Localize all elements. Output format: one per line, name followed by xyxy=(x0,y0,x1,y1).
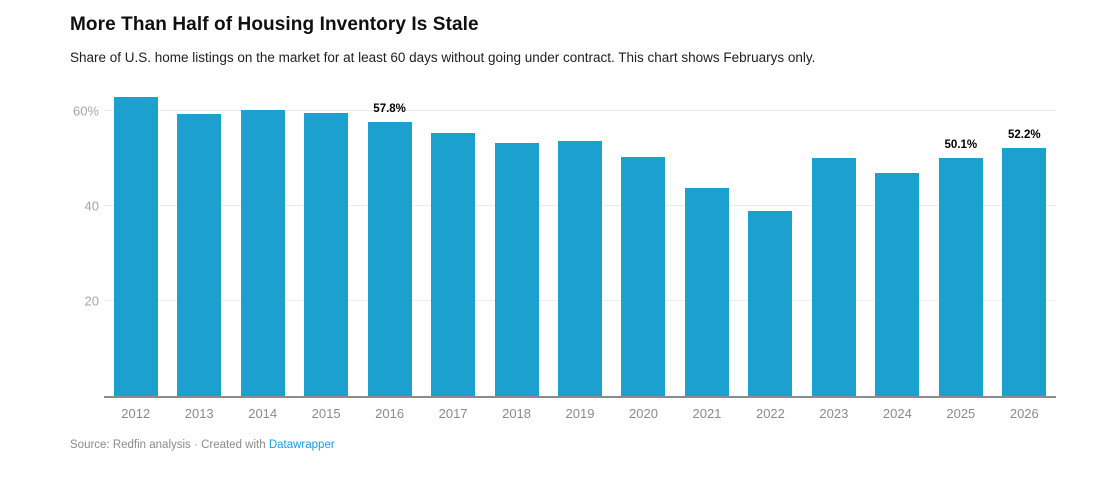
source-text: Source: Redfin analysis xyxy=(70,439,191,451)
bar-value-label-2026: 52.2% xyxy=(1007,129,1041,142)
footer-separator: · xyxy=(194,439,198,451)
bar-value-label-2025: 50.1% xyxy=(944,139,978,152)
bar-column-2021: 2021 xyxy=(675,90,738,421)
bars-container: 2012 2013 2014 2015 57.8% 2016 2017 2018 2019 202… xyxy=(104,90,1056,421)
bar-column-2013: 2013 xyxy=(167,90,230,421)
gridline-60 xyxy=(104,110,1056,112)
bar-2021 xyxy=(684,188,729,396)
bar-2017 xyxy=(431,132,476,396)
x-tick-label-2019: 2019 xyxy=(565,406,595,421)
y-tick-label-40: 40 xyxy=(84,198,99,214)
x-tick-label-2025: 2025 xyxy=(946,406,976,421)
x-tick-label-2017: 2017 xyxy=(438,406,468,421)
x-tick-label-2016: 2016 xyxy=(375,406,405,421)
bar-column-2022: 2022 xyxy=(739,90,802,421)
x-tick-label-2014: 2014 xyxy=(248,406,278,421)
bar-column-2018: 2018 xyxy=(485,90,548,421)
chart-footer: Source: Redfin analysis · Created with D… xyxy=(70,439,335,451)
x-tick-label-2015: 2015 xyxy=(311,406,341,421)
chart-subtitle: Share of U.S. home listings on the marke… xyxy=(70,50,816,65)
x-tick-label-2022: 2022 xyxy=(755,406,785,421)
bar-column-2015: 2015 xyxy=(294,90,357,421)
bar-2016 xyxy=(367,121,412,396)
bar-2013 xyxy=(177,113,222,396)
bar-2019 xyxy=(558,140,603,396)
bar-column-2026: 52.2% 2026 xyxy=(993,90,1056,421)
bar-2015 xyxy=(304,112,349,396)
bar-2024 xyxy=(875,173,920,396)
bar-value-label-2016: 57.8% xyxy=(373,102,406,115)
x-tick-label-2018: 2018 xyxy=(502,406,532,421)
datawrapper-link[interactable]: Datawrapper xyxy=(268,439,335,451)
bar-2022 xyxy=(748,210,793,396)
x-tick-label-2020: 2020 xyxy=(629,406,658,421)
bar-column-2023: 2023 xyxy=(802,90,865,421)
bar-column-2025: 50.1% 2025 xyxy=(929,90,992,421)
bar-column-2017: 2017 xyxy=(421,90,484,421)
bar-2020 xyxy=(621,156,666,396)
bar-2023 xyxy=(811,157,856,396)
bar-2012 xyxy=(113,96,158,396)
bar-column-2016: 57.8% 2016 xyxy=(358,90,421,421)
x-tick-label-2012: 2012 xyxy=(121,406,151,421)
bar-2018 xyxy=(494,143,539,396)
x-tick-label-2013: 2013 xyxy=(184,406,214,421)
x-tick-label-2023: 2023 xyxy=(819,406,849,421)
y-tick-label-20: 20 xyxy=(84,293,99,309)
x-tick-label-2024: 2024 xyxy=(882,406,912,421)
x-tick-label-2026: 2026 xyxy=(1009,406,1039,421)
bar-column-2014: 2014 xyxy=(231,90,294,421)
bar-2026 xyxy=(1002,148,1047,396)
y-tick-label-60: 60% xyxy=(72,103,99,119)
bar-column-2024: 2024 xyxy=(866,90,929,421)
bar-2025 xyxy=(938,158,983,396)
created-with-text: Created with xyxy=(201,439,266,451)
bar-column-2019: 2019 xyxy=(548,90,611,421)
plot-area: 20 40 60% 2012 2013 2014 2015 57.8% 2016 2017 2018… xyxy=(73,90,1056,421)
bar-2014 xyxy=(240,109,285,396)
bar-column-2020: 2020 xyxy=(612,90,675,421)
chart-title: More Than Half of Housing Inventory Is S… xyxy=(70,14,479,35)
x-tick-label-2021: 2021 xyxy=(692,406,722,421)
bar-column-2012: 2012 xyxy=(104,90,167,421)
